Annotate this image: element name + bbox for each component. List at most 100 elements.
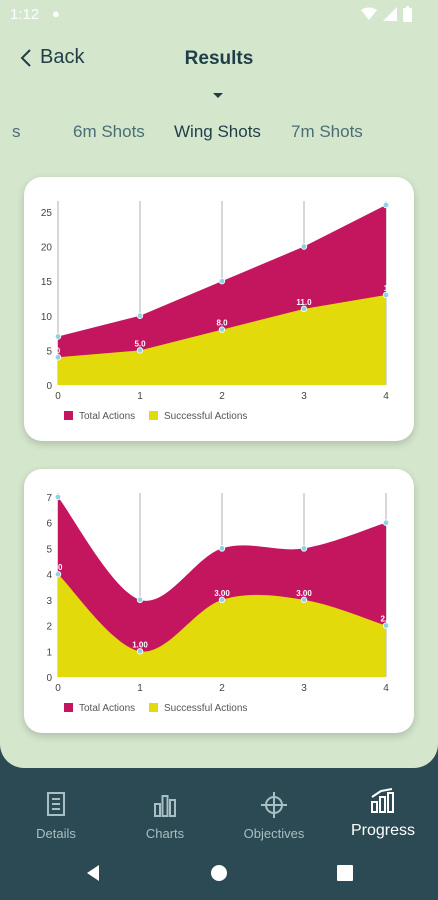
page-title: Results <box>184 48 254 69</box>
crosshair-icon <box>261 792 287 818</box>
signal-icon <box>383 7 397 21</box>
x-tick-label: 0 <box>55 683 61 694</box>
y-tick-label: 1 <box>46 647 52 658</box>
y-tick-label: 2 <box>46 622 52 633</box>
back-label: Back <box>40 46 85 68</box>
y-tick-label: 6 <box>46 519 52 530</box>
data-label: 2.0 <box>380 615 392 624</box>
x-tick-label: 3 <box>301 391 307 402</box>
y-tick-label: 4 <box>46 570 52 581</box>
total-actions-point <box>382 519 390 526</box>
successful-actions-point <box>300 596 308 604</box>
x-tick-label: 4 <box>383 391 389 402</box>
tab-wing-shots[interactable]: Wing Shots <box>174 122 261 141</box>
legend-label: Successful Actions <box>164 703 247 714</box>
system-recents-icon[interactable] <box>337 864 353 882</box>
status-icons <box>361 6 412 22</box>
x-tick-label: 0 <box>55 391 61 402</box>
x-tick-label: 1 <box>137 683 143 694</box>
y-tick-label: 25 <box>41 208 53 219</box>
system-back-icon[interactable] <box>85 864 101 882</box>
data-label: 3.00 <box>214 589 230 598</box>
y-tick-label: 7 <box>46 493 52 504</box>
total-actions-point <box>136 312 144 319</box>
tab-partial[interactable]: s <box>12 122 21 141</box>
y-tick-label: 5 <box>46 346 52 357</box>
y-tick-label: 3 <box>46 596 52 607</box>
nav-charts-label: Charts <box>145 826 185 841</box>
bottom-navigation: Details Charts Objectives Progress <box>0 768 438 850</box>
legend-label: Total Actions <box>79 703 135 714</box>
caret-down-icon[interactable] <box>213 93 223 98</box>
notification-icon: ● <box>52 6 60 21</box>
legend-label: Successful Actions <box>164 411 247 422</box>
system-home-icon[interactable] <box>210 864 228 882</box>
successful-actions-point <box>218 596 226 604</box>
system-navigation-bar <box>0 850 438 900</box>
x-tick-label: 2 <box>219 683 225 694</box>
tab-6m-shots[interactable]: 6m Shots <box>73 122 145 141</box>
data-label: 0 <box>56 346 61 355</box>
shot-type-tabs: s 6m Shots Wing Shots 7m Shots <box>0 122 438 152</box>
chevron-left-icon <box>20 48 31 67</box>
data-label: 11.0 <box>296 298 312 307</box>
status-time: 1:12 <box>10 6 40 23</box>
legend-swatch <box>64 411 73 420</box>
y-tick-label: 10 <box>41 312 53 323</box>
successful-actions-point <box>218 326 226 333</box>
nav-objectives-label: Objectives <box>243 826 305 841</box>
y-tick-label: 0 <box>46 381 52 392</box>
successful-actions-point <box>300 305 308 313</box>
total-actions-point <box>54 493 62 501</box>
y-tick-label: 5 <box>46 544 52 555</box>
x-tick-label: 4 <box>383 683 389 694</box>
app-bar: Back Results <box>0 30 438 92</box>
successful-actions-point <box>136 347 144 354</box>
total-actions-point <box>300 545 308 552</box>
x-tick-label: 3 <box>301 683 307 694</box>
successful-actions-point <box>136 648 144 655</box>
total-actions-point <box>300 243 308 250</box>
legend-swatch <box>64 703 73 712</box>
data-label: 1 <box>384 284 389 293</box>
progress-chart-icon <box>371 788 394 813</box>
total-actions-point <box>218 545 226 552</box>
results-screen: Back Results s 6m Shots Wing Shots 7m Sh… <box>0 30 438 768</box>
total-actions-point <box>382 201 390 209</box>
bar-chart-icon <box>154 795 176 817</box>
data-label: 00 <box>54 563 63 572</box>
wifi-icon <box>361 7 377 20</box>
successful-actions-point <box>382 622 390 629</box>
chart-card-2: 0 1 2 3 4 5 6 7 0 1 2 3 4 00 1.00 3.00 3.00 2.0 Total Acti… <box>24 469 414 733</box>
successful-actions-point <box>382 291 390 299</box>
data-label: 3.00 <box>296 589 312 598</box>
battery-icon <box>403 6 412 22</box>
total-actions-point <box>54 333 62 340</box>
nav-progress-label: Progress <box>350 822 416 839</box>
data-label: 8.0 <box>216 319 228 328</box>
nav-details[interactable]: Details <box>1 790 111 841</box>
back-button[interactable]: Back <box>20 46 84 69</box>
legend-swatch <box>149 703 158 712</box>
x-tick-label: 1 <box>137 391 143 402</box>
nav-progress[interactable]: Progress <box>328 786 438 840</box>
data-label: 1.00 <box>132 640 148 649</box>
y-tick-label: 20 <box>41 243 53 254</box>
y-tick-label: 0 <box>46 673 52 684</box>
chart-card-1: 0 5 10 15 20 25 0 1 2 3 4 0 5.0 8.0 11.0 1 Total Actions… <box>24 177 414 441</box>
y-tick-label: 15 <box>41 277 53 288</box>
tab-7m-shots[interactable]: 7m Shots <box>291 122 363 141</box>
total-actions-point <box>218 277 226 285</box>
legend-swatch <box>149 411 158 420</box>
successful-actions-point <box>54 570 62 578</box>
nav-objectives[interactable]: Objectives <box>219 790 329 841</box>
successful-actions-area <box>58 295 386 385</box>
total-actions-point <box>136 596 144 604</box>
data-label: 5.0 <box>134 339 146 348</box>
legend-label: Total Actions <box>79 411 135 422</box>
successful-actions-point <box>54 354 62 361</box>
x-tick-label: 2 <box>219 391 225 402</box>
nav-charts[interactable]: Charts <box>110 790 220 841</box>
status-bar: 1:12 ● <box>0 0 438 30</box>
